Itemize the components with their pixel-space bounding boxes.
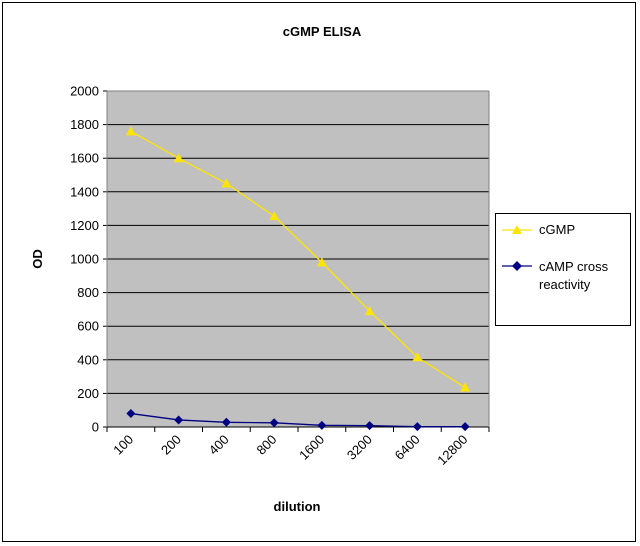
y-tick-label: 2000 [70, 84, 99, 99]
x-tick-label: 100 [110, 432, 136, 458]
y-tick-label: 200 [77, 386, 99, 401]
x-tick-label: 6400 [392, 432, 423, 463]
y-tick-label: 0 [92, 420, 99, 435]
x-tick-label: 400 [206, 432, 232, 458]
data-point-triangle [173, 153, 184, 163]
y-tick-label: 600 [77, 319, 99, 334]
x-tick-label: 3200 [344, 432, 375, 463]
series-line-0 [130, 130, 466, 389]
y-tick-label: 400 [77, 352, 99, 367]
y-tick-label: 800 [77, 285, 99, 300]
data-point-diamond [269, 418, 279, 428]
legend-label-cgmp: cGMP [539, 222, 576, 237]
data-point-triangle [412, 352, 423, 362]
data-point-triangle [221, 178, 232, 188]
x-tick-label: 800 [254, 432, 280, 458]
data-point-diamond [126, 409, 136, 419]
y-tick-label: 1600 [70, 151, 99, 166]
y-tick-label: 1200 [70, 218, 99, 233]
data-point-diamond [174, 415, 184, 425]
data-point-diamond [221, 417, 231, 427]
data-point-triangle [316, 257, 327, 267]
diamond-marker-icon [512, 261, 522, 271]
data-point-diamond [412, 422, 422, 432]
x-tick-label: 1600 [296, 432, 327, 463]
triangle-marker-icon [512, 225, 522, 234]
data-point-triangle [460, 382, 471, 392]
legend-label-camp: cAMP cross reactivity [539, 259, 609, 292]
x-tick-label: 200 [158, 432, 184, 458]
y-tick-label: 1000 [70, 252, 99, 267]
data-point-diamond [460, 422, 470, 432]
x-axis-label: dilution [274, 499, 321, 514]
data-point-triangle [364, 306, 375, 316]
series-line-1 [130, 412, 466, 428]
data-point-diamond [365, 421, 375, 431]
y-tick-label: 1400 [70, 184, 99, 199]
y-tick-label: 1800 [70, 117, 99, 132]
y-axis-label: OD [30, 249, 45, 269]
data-point-triangle [269, 211, 280, 221]
data-point-diamond [317, 420, 327, 430]
x-tick-label: 12800 [434, 432, 470, 468]
data-point-triangle [125, 126, 136, 136]
legend: cGMP cAMP cross reactivity [495, 213, 631, 326]
chart-title: cGMP ELISA [283, 24, 362, 39]
